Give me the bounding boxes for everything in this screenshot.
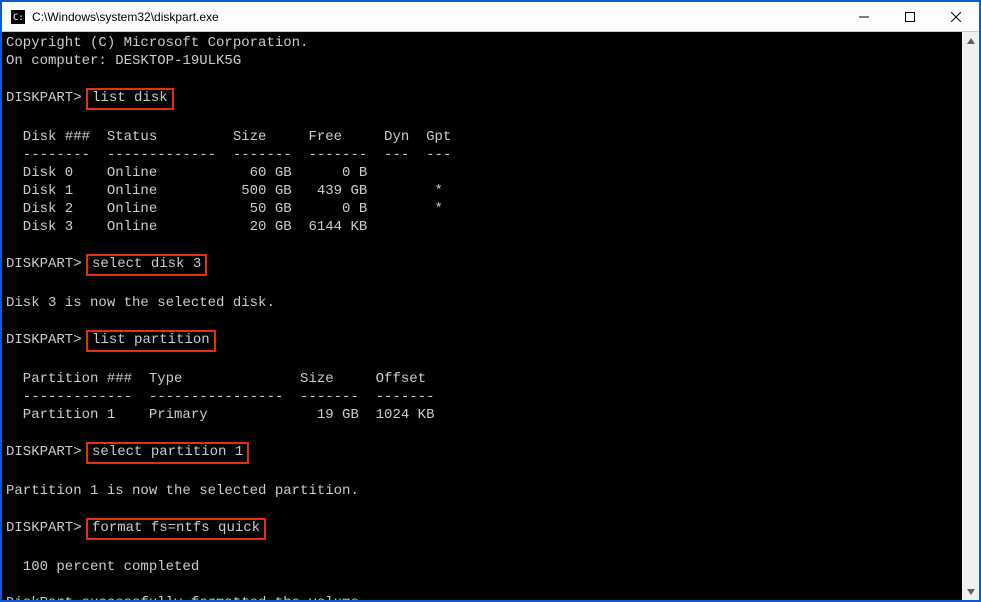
disk-row: Disk 0 Online 60 GB 0 B bbox=[6, 165, 367, 181]
cmd-list-disk: list disk bbox=[86, 88, 174, 110]
partition-table-header: Partition ### Type Size Offset bbox=[6, 371, 426, 387]
app-icon: C: bbox=[10, 9, 26, 25]
prompt: DISKPART> bbox=[6, 256, 82, 272]
prompt: DISKPART> bbox=[6, 444, 82, 460]
msg-percent: 100 percent completed bbox=[6, 559, 199, 575]
cmd-format: format fs=ntfs quick bbox=[86, 518, 266, 540]
computer-line: On computer: DESKTOP-19ULK5G bbox=[6, 53, 241, 69]
prompt: DISKPART> bbox=[6, 332, 82, 348]
partition-row: Partition 1 Primary 19 GB 1024 KB bbox=[6, 407, 434, 423]
prompt: DISKPART> bbox=[6, 90, 82, 106]
disk-row: Disk 3 Online 20 GB 6144 KB bbox=[6, 219, 367, 235]
diskpart-window: C: C:\Windows\system32\diskpart.exe Copy… bbox=[0, 0, 981, 602]
msg-format-ok: DiskPart successfully formatted the volu… bbox=[6, 595, 367, 600]
close-button[interactable] bbox=[933, 2, 979, 31]
vertical-scrollbar[interactable] bbox=[962, 32, 979, 600]
titlebar[interactable]: C: C:\Windows\system32\diskpart.exe bbox=[2, 2, 979, 32]
console-output[interactable]: Copyright (C) Microsoft Corporation. On … bbox=[2, 32, 979, 600]
cmd-select-disk: select disk 3 bbox=[86, 254, 207, 276]
msg-partition-selected: Partition 1 is now the selected partitio… bbox=[6, 483, 359, 499]
disk-table-rule: -------- ------------- ------- ------- -… bbox=[6, 147, 451, 163]
copyright-line: Copyright (C) Microsoft Corporation. bbox=[6, 35, 308, 51]
scroll-up-icon[interactable] bbox=[962, 32, 979, 49]
scroll-down-icon[interactable] bbox=[962, 583, 979, 600]
disk-row: Disk 1 Online 500 GB 439 GB * bbox=[6, 183, 443, 199]
msg-disk-selected: Disk 3 is now the selected disk. bbox=[6, 295, 275, 311]
disk-table-header: Disk ### Status Size Free Dyn Gpt bbox=[6, 129, 451, 145]
maximize-button[interactable] bbox=[887, 2, 933, 31]
cmd-select-partition: select partition 1 bbox=[86, 442, 249, 464]
minimize-button[interactable] bbox=[841, 2, 887, 31]
scroll-track[interactable] bbox=[962, 49, 979, 583]
window-controls bbox=[841, 2, 979, 31]
cmd-list-partition: list partition bbox=[86, 330, 216, 352]
window-title: C:\Windows\system32\diskpart.exe bbox=[32, 10, 841, 24]
prompt: DISKPART> bbox=[6, 520, 82, 536]
partition-table-rule: ------------- ---------------- ------- -… bbox=[6, 389, 434, 405]
disk-row: Disk 2 Online 50 GB 0 B * bbox=[6, 201, 443, 217]
svg-text:C:: C: bbox=[13, 13, 24, 23]
